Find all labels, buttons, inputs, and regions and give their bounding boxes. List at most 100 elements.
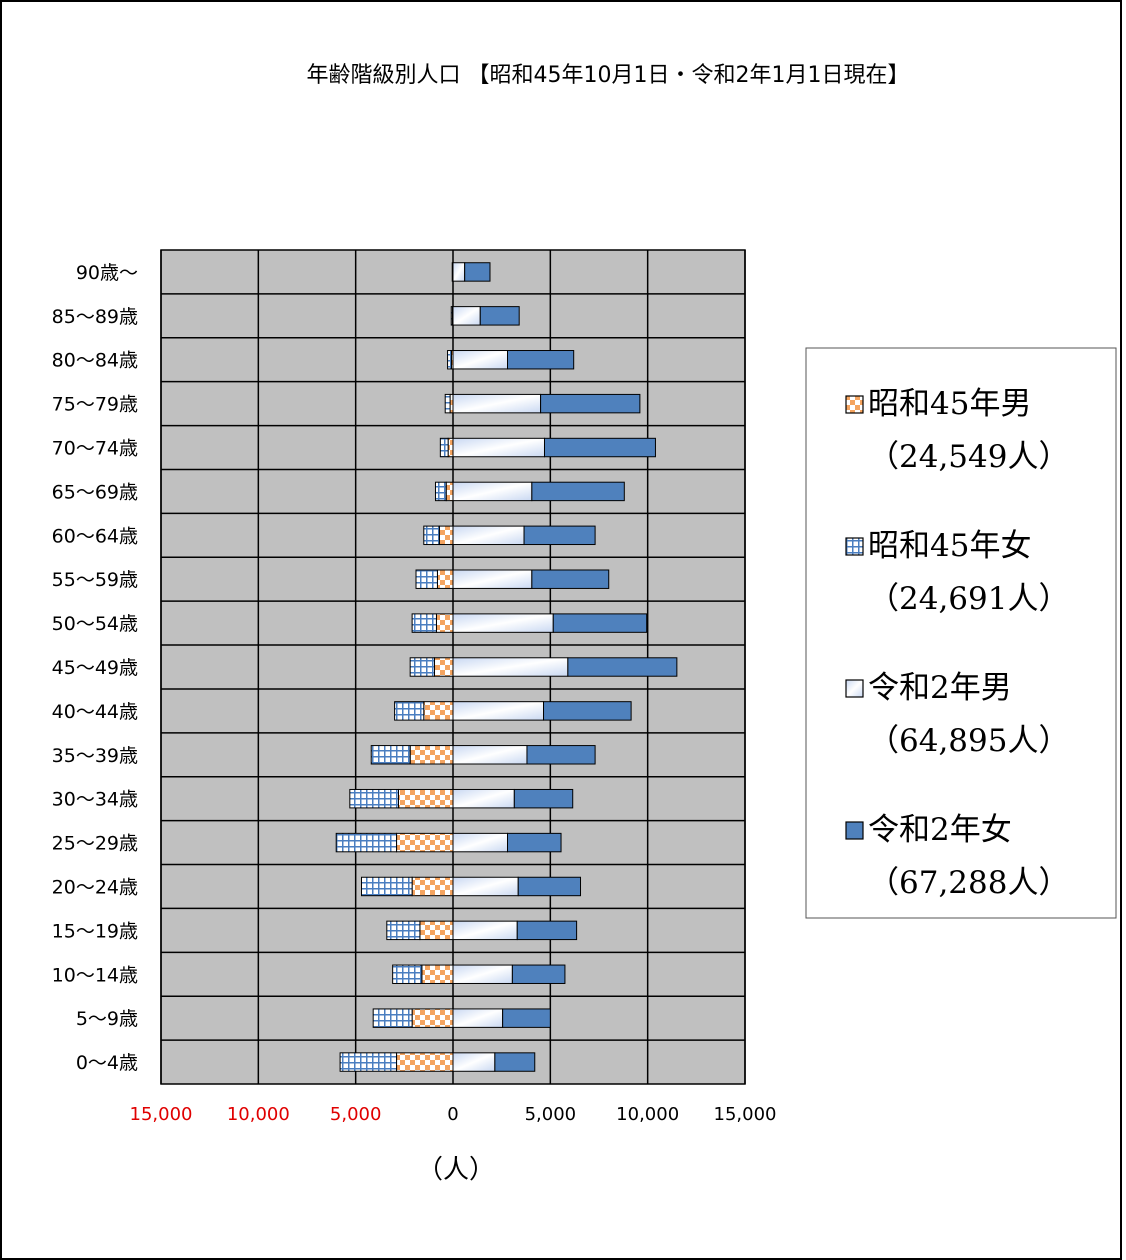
bar-令和2年女	[544, 702, 632, 720]
bar-令和2年女	[518, 877, 580, 895]
legend: 昭和45年男（24,549人）昭和45年女（24,691人）令和2年男（64,8…	[806, 348, 1116, 918]
bar-令和2年女	[512, 965, 565, 983]
legend-series-name: 令和2年女	[868, 812, 1012, 848]
bar-令和2年女	[465, 263, 490, 281]
legend-series-total: （24,549人）	[868, 439, 1069, 475]
bar-令和2年女	[514, 789, 572, 807]
category-label: 10～14歳	[52, 964, 138, 986]
bar-令和2年女	[508, 833, 562, 851]
bar-令和2年女	[544, 438, 655, 456]
x-tick-label: 10,000	[227, 1104, 290, 1125]
bar-昭和45年男	[420, 921, 453, 939]
category-labels: 90歳～85～89歳80～84歳75～79歳70～74歳65～69歳60～64歳…	[52, 262, 138, 1074]
bar-昭和45年男	[437, 570, 453, 588]
category-label: 20～24歳	[52, 876, 138, 898]
bar-令和2年男	[453, 789, 514, 807]
category-label: 30～34歳	[52, 789, 138, 811]
bar-令和2年男	[453, 965, 512, 983]
category-label: 5～9歳	[76, 1008, 138, 1030]
bar-昭和45年女	[416, 570, 437, 588]
bar-昭和45年女	[448, 351, 452, 369]
bar-昭和45年女	[445, 394, 450, 412]
category-label: 75～79歳	[52, 394, 138, 416]
legend-series-name: 昭和45年女	[868, 528, 1031, 564]
category-label: 60～64歳	[52, 525, 138, 547]
bar-昭和45年男	[448, 438, 453, 456]
bar-令和2年女	[532, 570, 609, 588]
bar-令和2年女	[503, 1009, 551, 1027]
bar-昭和45年女	[395, 702, 424, 720]
bar-昭和45年男	[422, 965, 453, 983]
bar-昭和45年男	[410, 746, 453, 764]
bar-昭和45年女	[393, 965, 422, 983]
category-label: 65～69歳	[52, 481, 138, 503]
category-label: 0～4歳	[76, 1052, 138, 1074]
bar-昭和45年女	[424, 526, 440, 544]
bar-令和2年女	[527, 746, 595, 764]
bar-令和2年女	[541, 394, 640, 412]
x-tick-label: 0	[447, 1104, 458, 1125]
legend-series-total: （67,288人）	[868, 865, 1069, 901]
legend-swatch	[846, 396, 863, 413]
bar-昭和45年女	[336, 833, 396, 851]
bar-令和2年男	[453, 921, 517, 939]
bar-令和2年男	[453, 877, 518, 895]
bar-昭和45年女	[410, 658, 434, 676]
bar-令和2年男	[453, 526, 524, 544]
bar-昭和45年女	[440, 438, 448, 456]
bar-令和2年男	[453, 746, 527, 764]
legend-series-name: 昭和45年男	[868, 386, 1031, 422]
bar-令和2年男	[453, 351, 508, 369]
bar-令和2年男	[453, 394, 541, 412]
category-label: 25～29歳	[52, 833, 138, 855]
category-label: 55～59歳	[52, 569, 138, 591]
x-tick-label: 5,000	[525, 1104, 577, 1125]
bar-昭和45年女	[362, 877, 413, 895]
bar-令和2年女	[553, 614, 646, 632]
bar-令和2年男	[453, 614, 553, 632]
bar-昭和45年男	[397, 833, 453, 851]
category-label: 40～44歳	[52, 701, 138, 723]
x-tick-label: 15,000	[130, 1104, 193, 1125]
bar-昭和45年男	[435, 658, 453, 676]
bar-令和2年女	[524, 526, 595, 544]
bar-令和2年女	[495, 1053, 535, 1071]
category-label: 90歳～	[76, 262, 138, 284]
category-label: 50～54歳	[52, 613, 138, 635]
category-label: 80～84歳	[52, 350, 138, 372]
bar-昭和45年女	[412, 614, 436, 632]
bar-昭和45年女	[340, 1053, 396, 1071]
category-label: 15～19歳	[52, 920, 138, 942]
bar-昭和45年女	[373, 1009, 412, 1027]
x-tick-label: 15,000	[714, 1104, 777, 1125]
x-tick-label: 5,000	[330, 1104, 382, 1125]
bar-令和2年男	[453, 1009, 503, 1027]
bar-令和2年女	[532, 482, 624, 500]
category-label: 70～74歳	[52, 438, 138, 460]
bar-令和2年男	[453, 833, 508, 851]
bar-昭和45年女	[451, 307, 452, 325]
bar-昭和45年男	[436, 614, 453, 632]
bar-令和2年男	[453, 263, 465, 281]
bar-令和2年男	[453, 307, 480, 325]
bar-令和2年女	[517, 921, 576, 939]
x-axis-unit-label: （人）	[417, 1155, 495, 1185]
bar-昭和45年女	[387, 921, 420, 939]
bar-昭和45年男	[398, 789, 453, 807]
bar-昭和45年女	[350, 789, 399, 807]
bar-昭和45年男	[412, 877, 453, 895]
bar-昭和45年男	[424, 702, 453, 720]
bar-昭和45年女	[435, 482, 446, 500]
bar-令和2年男	[453, 482, 532, 500]
legend-series-total: （24,691人）	[868, 581, 1069, 617]
bar-昭和45年男	[439, 526, 453, 544]
bar-令和2年女	[508, 351, 574, 369]
category-label: 45～49歳	[52, 657, 138, 679]
legend-swatch	[846, 538, 863, 555]
bar-令和2年男	[453, 658, 568, 676]
bar-令和2年男	[453, 1053, 495, 1071]
category-label: 35～39歳	[52, 745, 138, 767]
bar-昭和45年女	[371, 746, 410, 764]
bar-令和2年女	[480, 307, 519, 325]
